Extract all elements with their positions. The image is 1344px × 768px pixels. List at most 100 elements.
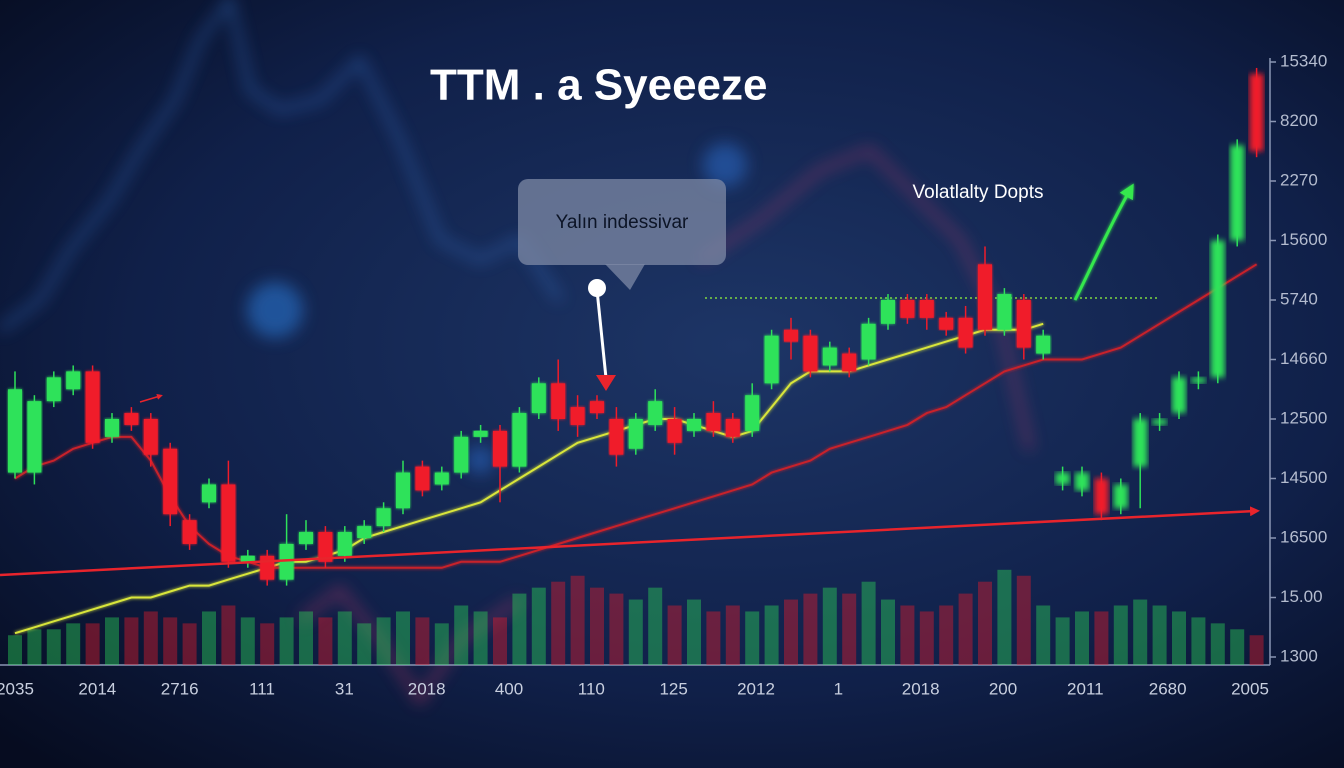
volume-bar bbox=[1249, 635, 1264, 665]
candle-body bbox=[822, 347, 837, 366]
volume-bar bbox=[163, 617, 178, 665]
y-tick-label: 15600 bbox=[1280, 230, 1327, 249]
candle-body bbox=[1210, 240, 1225, 378]
candle-body bbox=[279, 543, 294, 580]
candle-body bbox=[628, 419, 643, 449]
x-tick-label: 400 bbox=[495, 679, 523, 698]
moving-average bbox=[14, 322, 1044, 635]
candle-body bbox=[706, 413, 721, 431]
volume-bar bbox=[803, 593, 818, 665]
volume-bar bbox=[337, 611, 352, 665]
candle-body bbox=[240, 555, 255, 562]
volume-bar bbox=[764, 605, 779, 665]
candle-body bbox=[1230, 145, 1245, 241]
volume-bar bbox=[822, 587, 837, 665]
volume-bar bbox=[454, 605, 469, 665]
y-tick-label: 15.00 bbox=[1280, 587, 1323, 606]
volume-bar bbox=[260, 623, 275, 665]
candle-body bbox=[143, 419, 158, 455]
volume-bar bbox=[318, 617, 333, 665]
candle-body bbox=[609, 419, 624, 455]
volume-bar bbox=[784, 599, 798, 665]
y-tick-label: 14660 bbox=[1280, 349, 1327, 368]
volume-bar bbox=[861, 581, 876, 665]
candle-body bbox=[842, 353, 857, 372]
candle-body bbox=[454, 436, 469, 473]
volume-bar bbox=[687, 599, 701, 665]
volume-bar bbox=[531, 587, 546, 665]
volume-bar bbox=[1133, 599, 1148, 665]
volume-bar bbox=[725, 605, 740, 665]
candle-body bbox=[551, 383, 566, 419]
candle-body bbox=[415, 466, 430, 491]
volume-bar bbox=[551, 581, 566, 665]
volume-bar bbox=[590, 587, 604, 665]
volume-bar bbox=[493, 617, 507, 665]
volume-bar bbox=[570, 575, 585, 665]
volume-bar bbox=[376, 617, 391, 665]
volume-bar bbox=[958, 593, 973, 665]
candle-body bbox=[803, 335, 818, 372]
candle-body bbox=[687, 419, 701, 431]
volume-bar bbox=[1210, 623, 1225, 665]
candle-body bbox=[376, 508, 391, 527]
background-decoration bbox=[0, 0, 1033, 706]
x-tick-label: 2018 bbox=[408, 679, 446, 698]
volume-bar bbox=[745, 611, 760, 665]
callout-text: Yalın indessivar bbox=[556, 212, 689, 233]
volume-bar bbox=[1055, 617, 1070, 665]
x-tick-label: 1 bbox=[834, 679, 843, 698]
volume-bar bbox=[473, 611, 488, 665]
volume-bar bbox=[919, 611, 934, 665]
candle-body bbox=[493, 430, 507, 467]
annotation-text: Volatlalty Dopts bbox=[913, 182, 1044, 203]
volume-bar bbox=[1230, 629, 1245, 665]
callout-pin bbox=[588, 279, 606, 297]
y-tick-label: 12500 bbox=[1280, 408, 1327, 427]
candle-body bbox=[221, 484, 236, 562]
candle-body bbox=[1191, 377, 1206, 384]
candle-body bbox=[396, 472, 410, 509]
x-tick-label: 2014 bbox=[78, 679, 116, 698]
y-tick-label: 2270 bbox=[1280, 170, 1318, 189]
volume-bar bbox=[434, 623, 449, 665]
y-tick-label: 1300 bbox=[1280, 646, 1318, 665]
volume-bar bbox=[628, 599, 643, 665]
volume-bar bbox=[648, 587, 663, 665]
x-tick-label: 2005 bbox=[1231, 679, 1269, 698]
volume-bar bbox=[46, 629, 61, 665]
candle-body bbox=[1113, 484, 1128, 509]
candle-body bbox=[997, 294, 1012, 330]
candle-body bbox=[27, 401, 42, 473]
x-tick-label: 2035 bbox=[0, 679, 34, 698]
candle-body bbox=[725, 419, 740, 437]
volume-bar bbox=[357, 623, 372, 665]
y-tick-label: 15340 bbox=[1280, 51, 1327, 70]
candle-body bbox=[260, 555, 275, 580]
candle-body bbox=[202, 484, 216, 503]
volume-bar bbox=[1191, 617, 1206, 665]
volume-bar bbox=[124, 617, 139, 665]
volume-bar bbox=[1172, 611, 1186, 665]
volume-bar bbox=[415, 617, 430, 665]
candle-body bbox=[1055, 472, 1070, 485]
y-tick-label: 5740 bbox=[1280, 289, 1318, 308]
volume-bar bbox=[978, 581, 992, 665]
volume-bar bbox=[8, 635, 22, 665]
candle-body bbox=[1075, 472, 1089, 491]
volume-bar bbox=[900, 605, 915, 665]
volume-bar bbox=[1075, 611, 1089, 665]
candle-body bbox=[745, 395, 760, 431]
candle-body bbox=[1133, 419, 1148, 467]
candle-body bbox=[1094, 478, 1109, 515]
chart-title: TTM . a Syeeeze bbox=[430, 61, 767, 110]
volume-bar bbox=[240, 617, 255, 665]
candle-body bbox=[978, 264, 992, 330]
callout-arrowhead bbox=[596, 375, 616, 391]
candle-body bbox=[861, 323, 876, 360]
x-tick-label: 2716 bbox=[161, 679, 199, 698]
breakout-arrow bbox=[1073, 183, 1134, 301]
candle-body bbox=[434, 472, 449, 485]
candle-body bbox=[1036, 335, 1051, 354]
